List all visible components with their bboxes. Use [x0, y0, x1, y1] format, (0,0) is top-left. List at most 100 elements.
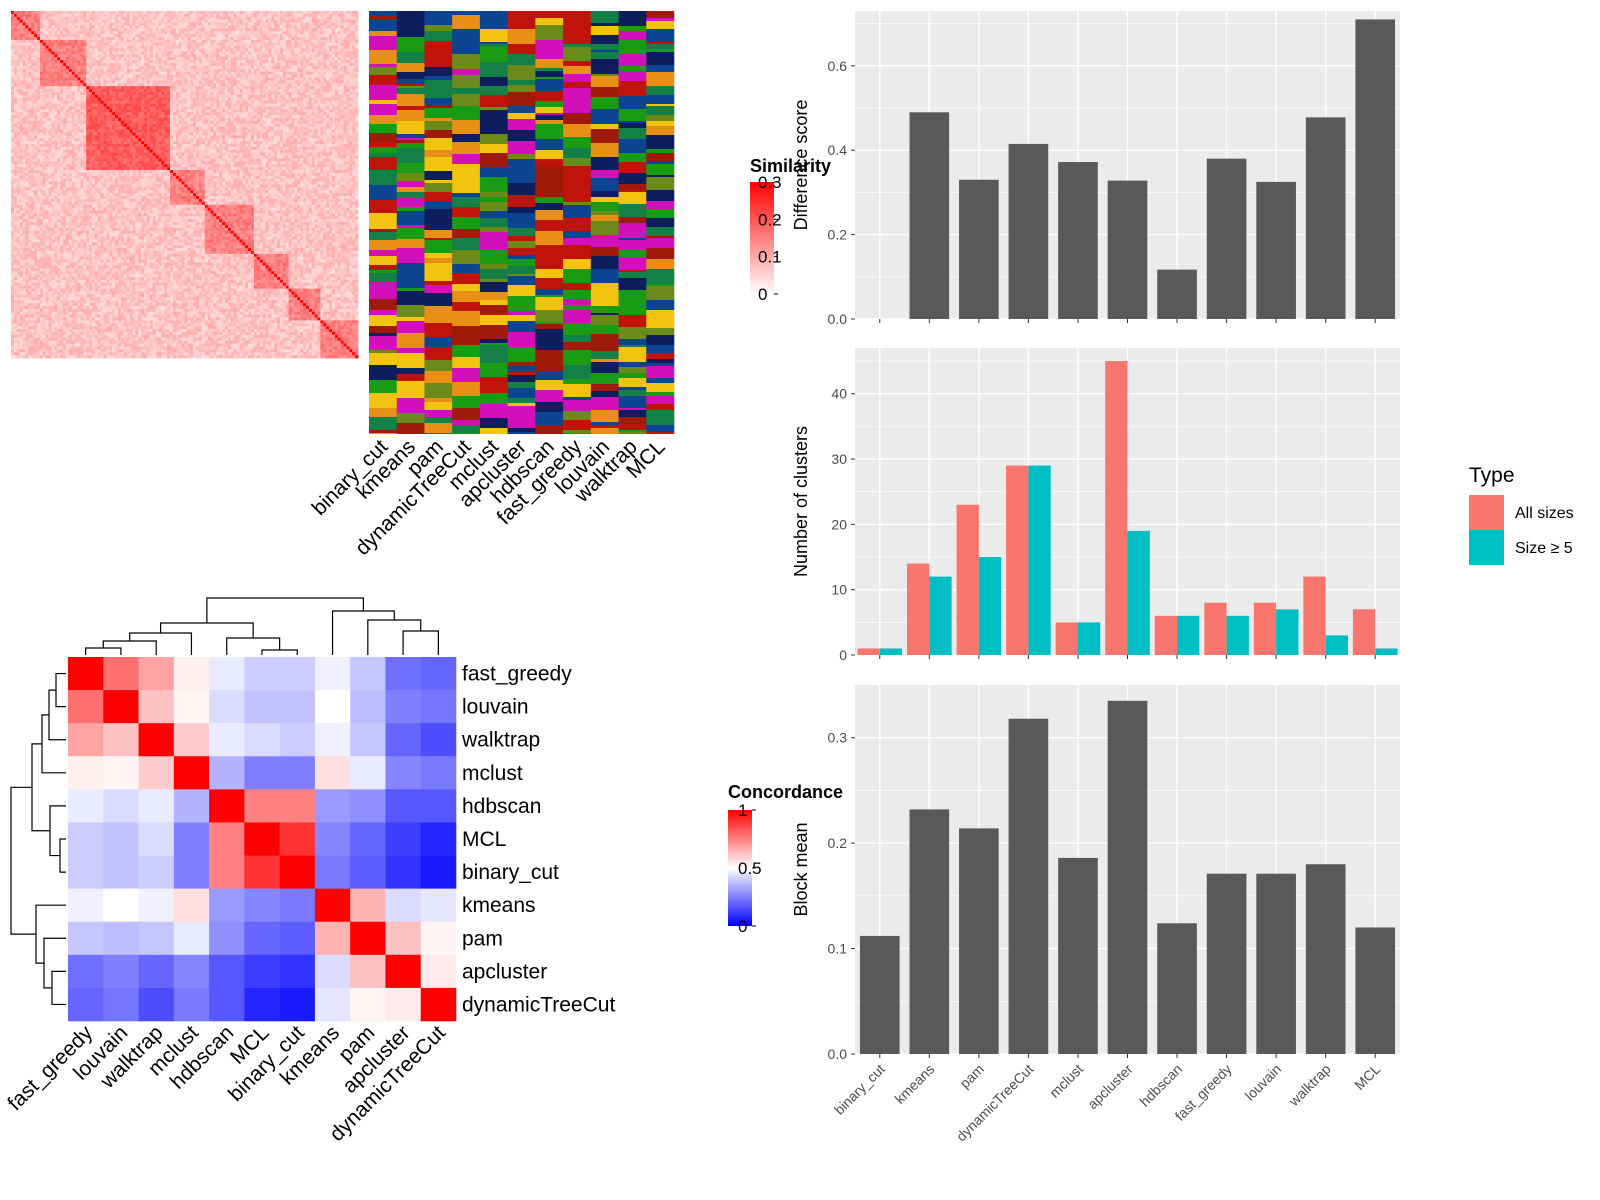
similarity-cell [190, 11, 194, 15]
similarity-cell [25, 57, 29, 61]
similarity-cell [349, 83, 353, 87]
similarity-cell [141, 109, 145, 113]
similarity-cell [158, 129, 162, 133]
similarity-cell [334, 89, 339, 93]
similarity-cell [297, 106, 301, 110]
similarity-cell [13, 65, 18, 70]
similarity-cell [65, 103, 70, 107]
similarity-cell [141, 86, 145, 90]
similarity-cell [103, 57, 107, 61]
similarity-cell [117, 16, 122, 21]
similarity-cell [317, 94, 321, 99]
similarity-cell [146, 112, 151, 116]
similarity-cell [288, 48, 292, 52]
similarity-cell [54, 34, 58, 38]
similarity-cell [80, 60, 84, 64]
similarity-cell [277, 31, 281, 35]
similarity-cell [167, 63, 171, 67]
similarity-cell [346, 42, 350, 47]
similarity-cell [201, 129, 206, 133]
similarity-cell [230, 37, 235, 41]
similarity-cell [187, 25, 191, 29]
similarity-cell [141, 42, 145, 47]
similarity-cell [277, 13, 281, 18]
similarity-cell [253, 65, 258, 70]
similarity-cell [141, 77, 145, 81]
similarity-cell [25, 39, 29, 44]
similarity-cell [305, 123, 310, 128]
similarity-cell [253, 54, 258, 58]
similarity-cell [57, 94, 61, 99]
similarity-cell [65, 112, 70, 116]
similarity-cell [184, 129, 188, 133]
similarity-cell [132, 57, 136, 61]
similarity-cell [34, 117, 38, 122]
similarity-cell [39, 100, 44, 104]
similarity-cell [187, 51, 191, 55]
similarity-cell [22, 51, 26, 55]
similarity-cell [334, 31, 339, 35]
similarity-cell [239, 86, 243, 90]
similarity-cell [242, 48, 246, 52]
similarity-cell [45, 100, 49, 104]
similarity-cell [279, 126, 284, 130]
similarity-cell [204, 123, 209, 128]
similarity-cell [311, 103, 316, 107]
similarity-cell [227, 28, 232, 32]
similarity-cell [239, 19, 243, 23]
similarity-cell [268, 39, 272, 44]
similarity-cell [16, 106, 21, 110]
similarity-cell [239, 71, 243, 76]
similarity-cell [152, 86, 156, 90]
similarity-cell [51, 86, 55, 90]
similarity-cell [132, 94, 136, 99]
similarity-cell [25, 16, 29, 21]
similarity-cell [120, 74, 125, 78]
similarity-cell [175, 77, 180, 81]
similarity-cell [11, 31, 15, 35]
similarity-cell [83, 65, 87, 70]
similarity-cell [115, 80, 119, 84]
similarity-cell [91, 129, 96, 133]
similarity-cell [126, 13, 130, 18]
similarity-cell [68, 129, 73, 133]
similarity-cell [94, 74, 99, 78]
similarity-cell [112, 117, 116, 122]
similarity-cell [343, 117, 347, 122]
similarity-cell [126, 74, 130, 78]
similarity-cell [253, 123, 258, 128]
similarity-cell [303, 94, 307, 99]
similarity-cell [277, 94, 281, 99]
similarity-cell [346, 126, 350, 130]
similarity-cell [251, 13, 255, 18]
similarity-cell [19, 109, 23, 113]
similarity-cell [68, 126, 73, 130]
similarity-cell [317, 42, 321, 47]
similarity-cell [112, 19, 116, 23]
similarity-cell [86, 60, 90, 64]
similarity-cell [155, 22, 159, 26]
similarity-cell [54, 109, 58, 113]
similarity-cell [314, 13, 318, 18]
similarity-cell [83, 54, 87, 58]
similarity-cell [155, 54, 159, 58]
similarity-cell [248, 19, 252, 23]
similarity-cell [135, 74, 139, 78]
similarity-cell [279, 34, 284, 38]
similarity-cell [141, 11, 145, 15]
similarity-cell [279, 91, 284, 96]
similarity-cell [146, 48, 151, 52]
similarity-cell [239, 100, 243, 104]
similarity-cell [25, 22, 29, 26]
similarity-cell [28, 65, 32, 70]
similarity-cell [331, 60, 336, 64]
similarity-cell [256, 13, 261, 18]
similarity-cell [294, 39, 298, 44]
similarity-cell [187, 86, 191, 90]
similarity-cell [190, 80, 194, 84]
similarity-cell [103, 48, 107, 52]
similarity-cell [155, 65, 159, 70]
similarity-cell [184, 11, 188, 15]
similarity-cell [248, 120, 252, 125]
similarity-cell [91, 106, 96, 110]
